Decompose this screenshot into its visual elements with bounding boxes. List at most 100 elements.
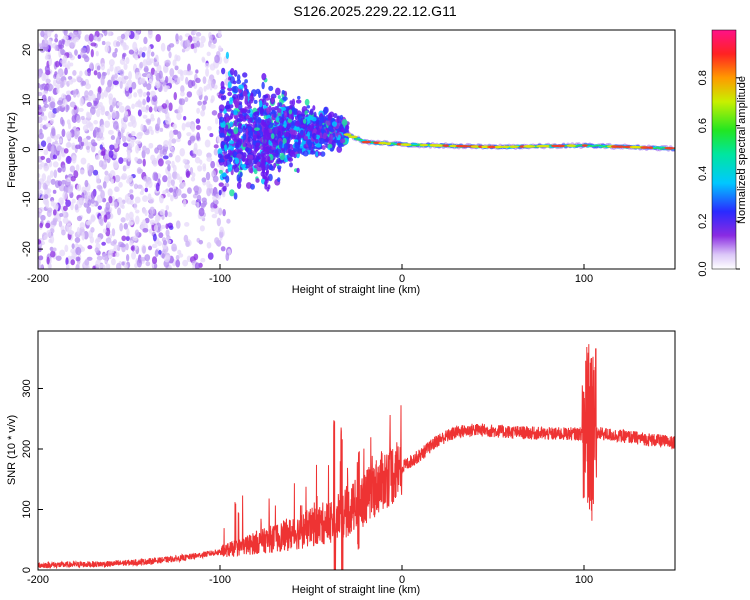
spectrogram-cell — [46, 229, 52, 238]
snr-frame — [37, 330, 676, 571]
spectrogram-cell — [121, 173, 128, 180]
spectrogram-cell — [168, 138, 172, 147]
spectrogram-cell — [282, 137, 287, 145]
spectrogram-cell — [219, 116, 225, 123]
spectrogram-cell — [299, 143, 304, 149]
spectrogram-cell — [100, 124, 105, 134]
spectrogram-cell — [69, 165, 76, 173]
spectrogram-cell — [80, 47, 87, 53]
spectrogram-cell — [288, 105, 293, 109]
spectrogram-cell — [76, 226, 81, 235]
spectrogram-cell — [116, 262, 122, 269]
spectrogram-cell — [113, 244, 118, 250]
spectrogram-cell — [112, 239, 118, 245]
spectrogram-cell — [184, 221, 190, 227]
spectrogram-cell — [287, 157, 294, 162]
spectrogram-cell — [207, 126, 212, 131]
spectrogram-cell — [79, 197, 85, 204]
spectrogram-cell — [262, 139, 266, 145]
spectrogram-cell — [115, 41, 121, 47]
spectrogram-cell — [222, 185, 227, 192]
spectrogram-x-tick-label: 0 — [399, 273, 405, 285]
spectrogram-cell — [218, 169, 223, 174]
spectrogram-cell — [76, 183, 82, 192]
spectrogram-cell — [154, 70, 158, 77]
spectrogram-cell — [289, 162, 293, 168]
spectrogram-cell — [172, 74, 179, 81]
spectrogram-cell — [50, 101, 56, 109]
spectrogram-cell — [120, 243, 126, 248]
spectrogram-cell — [95, 50, 99, 57]
spectrogram-y-tick-label: 10 — [21, 94, 33, 106]
spectrogram-cell — [391, 142, 396, 144]
spectrogram-cell — [164, 255, 170, 263]
spectrogram-cell — [206, 156, 213, 162]
spectrogram-cell — [137, 109, 142, 117]
spectrogram-cell — [59, 213, 64, 218]
spectrogram-cell — [155, 182, 160, 192]
spectrogram-cell — [140, 186, 145, 193]
spectrogram-cell — [162, 190, 167, 195]
spectrogram-cell — [179, 98, 186, 106]
spectrogram-cell — [191, 172, 196, 178]
colorbar-label: Normalized spectral amplitude — [736, 76, 748, 224]
spectrogram-cell — [287, 118, 293, 123]
spectrogram-cell — [234, 157, 240, 165]
spectrogram-cell — [103, 213, 108, 223]
spectrogram-cell — [87, 199, 92, 206]
spectrogram-cell — [210, 95, 215, 102]
spectrogram-cell — [52, 217, 58, 223]
spectrogram-cell — [331, 140, 336, 149]
spectrogram-cell — [329, 134, 334, 141]
spectrogram-cell — [291, 98, 296, 107]
spectrogram-cell — [134, 32, 140, 40]
spectrogram-cell — [189, 135, 196, 142]
spectrogram-cell — [217, 30, 222, 38]
spectrogram-cell — [175, 220, 181, 229]
spectrogram-cell — [233, 126, 239, 135]
spectrogram-cell — [198, 86, 204, 96]
spectrogram-cell — [241, 154, 246, 162]
spectrogram-cell — [312, 133, 317, 140]
spectrogram-cell — [168, 51, 172, 59]
spectrogram-cell — [122, 41, 127, 51]
spectrogram-cell — [263, 130, 267, 136]
spectrogram-cell — [185, 240, 190, 248]
spectrogram-cell — [246, 102, 251, 107]
spectrogram-cell — [225, 51, 230, 60]
spectrogram-cell — [419, 143, 429, 147]
spectrogram-cell — [140, 123, 144, 132]
spectrogram-cell — [175, 55, 181, 62]
spectrogram-cell — [122, 52, 127, 58]
spectrogram-cell — [182, 69, 189, 76]
spectrogram-cell — [46, 30, 52, 38]
spectrogram-cell — [48, 57, 52, 66]
spectrogram-cell — [166, 44, 171, 52]
spectrogram-x-ticks: -200 -100 0 100 — [27, 264, 593, 285]
spectrogram-cell — [227, 167, 232, 172]
spectrogram-cell — [199, 225, 205, 232]
spectrogram-cell — [209, 133, 214, 138]
spectrogram-cell — [226, 135, 230, 143]
spectrogram-cell — [191, 153, 197, 158]
spectrogram-x-tick-label: -200 — [27, 273, 49, 285]
spectrogram-cell — [112, 150, 118, 159]
colorbar-ticks: 0.0 0.2 0.4 0.6 0.8 — [697, 70, 740, 277]
spectrogram-cell — [267, 156, 271, 162]
spectrogram-cell — [143, 65, 149, 73]
spectrogram-cell — [154, 80, 161, 89]
spectrogram-cell — [224, 182, 230, 188]
spectrogram-cell — [176, 173, 180, 181]
spectrogram-cell — [136, 258, 143, 268]
spectrogram-cell — [210, 202, 216, 210]
spectrogram-cell — [159, 209, 166, 216]
spectrogram-cell — [62, 205, 68, 212]
spectrogram-cell — [312, 105, 316, 111]
spectrogram-cell — [56, 87, 60, 94]
spectrogram-cell — [51, 127, 56, 137]
spectrogram-cell — [143, 176, 148, 182]
spectrogram-cell — [120, 33, 126, 40]
spectrogram-cell — [525, 145, 536, 148]
spectrogram-cell — [304, 98, 310, 106]
spectrogram-cell — [184, 39, 191, 48]
